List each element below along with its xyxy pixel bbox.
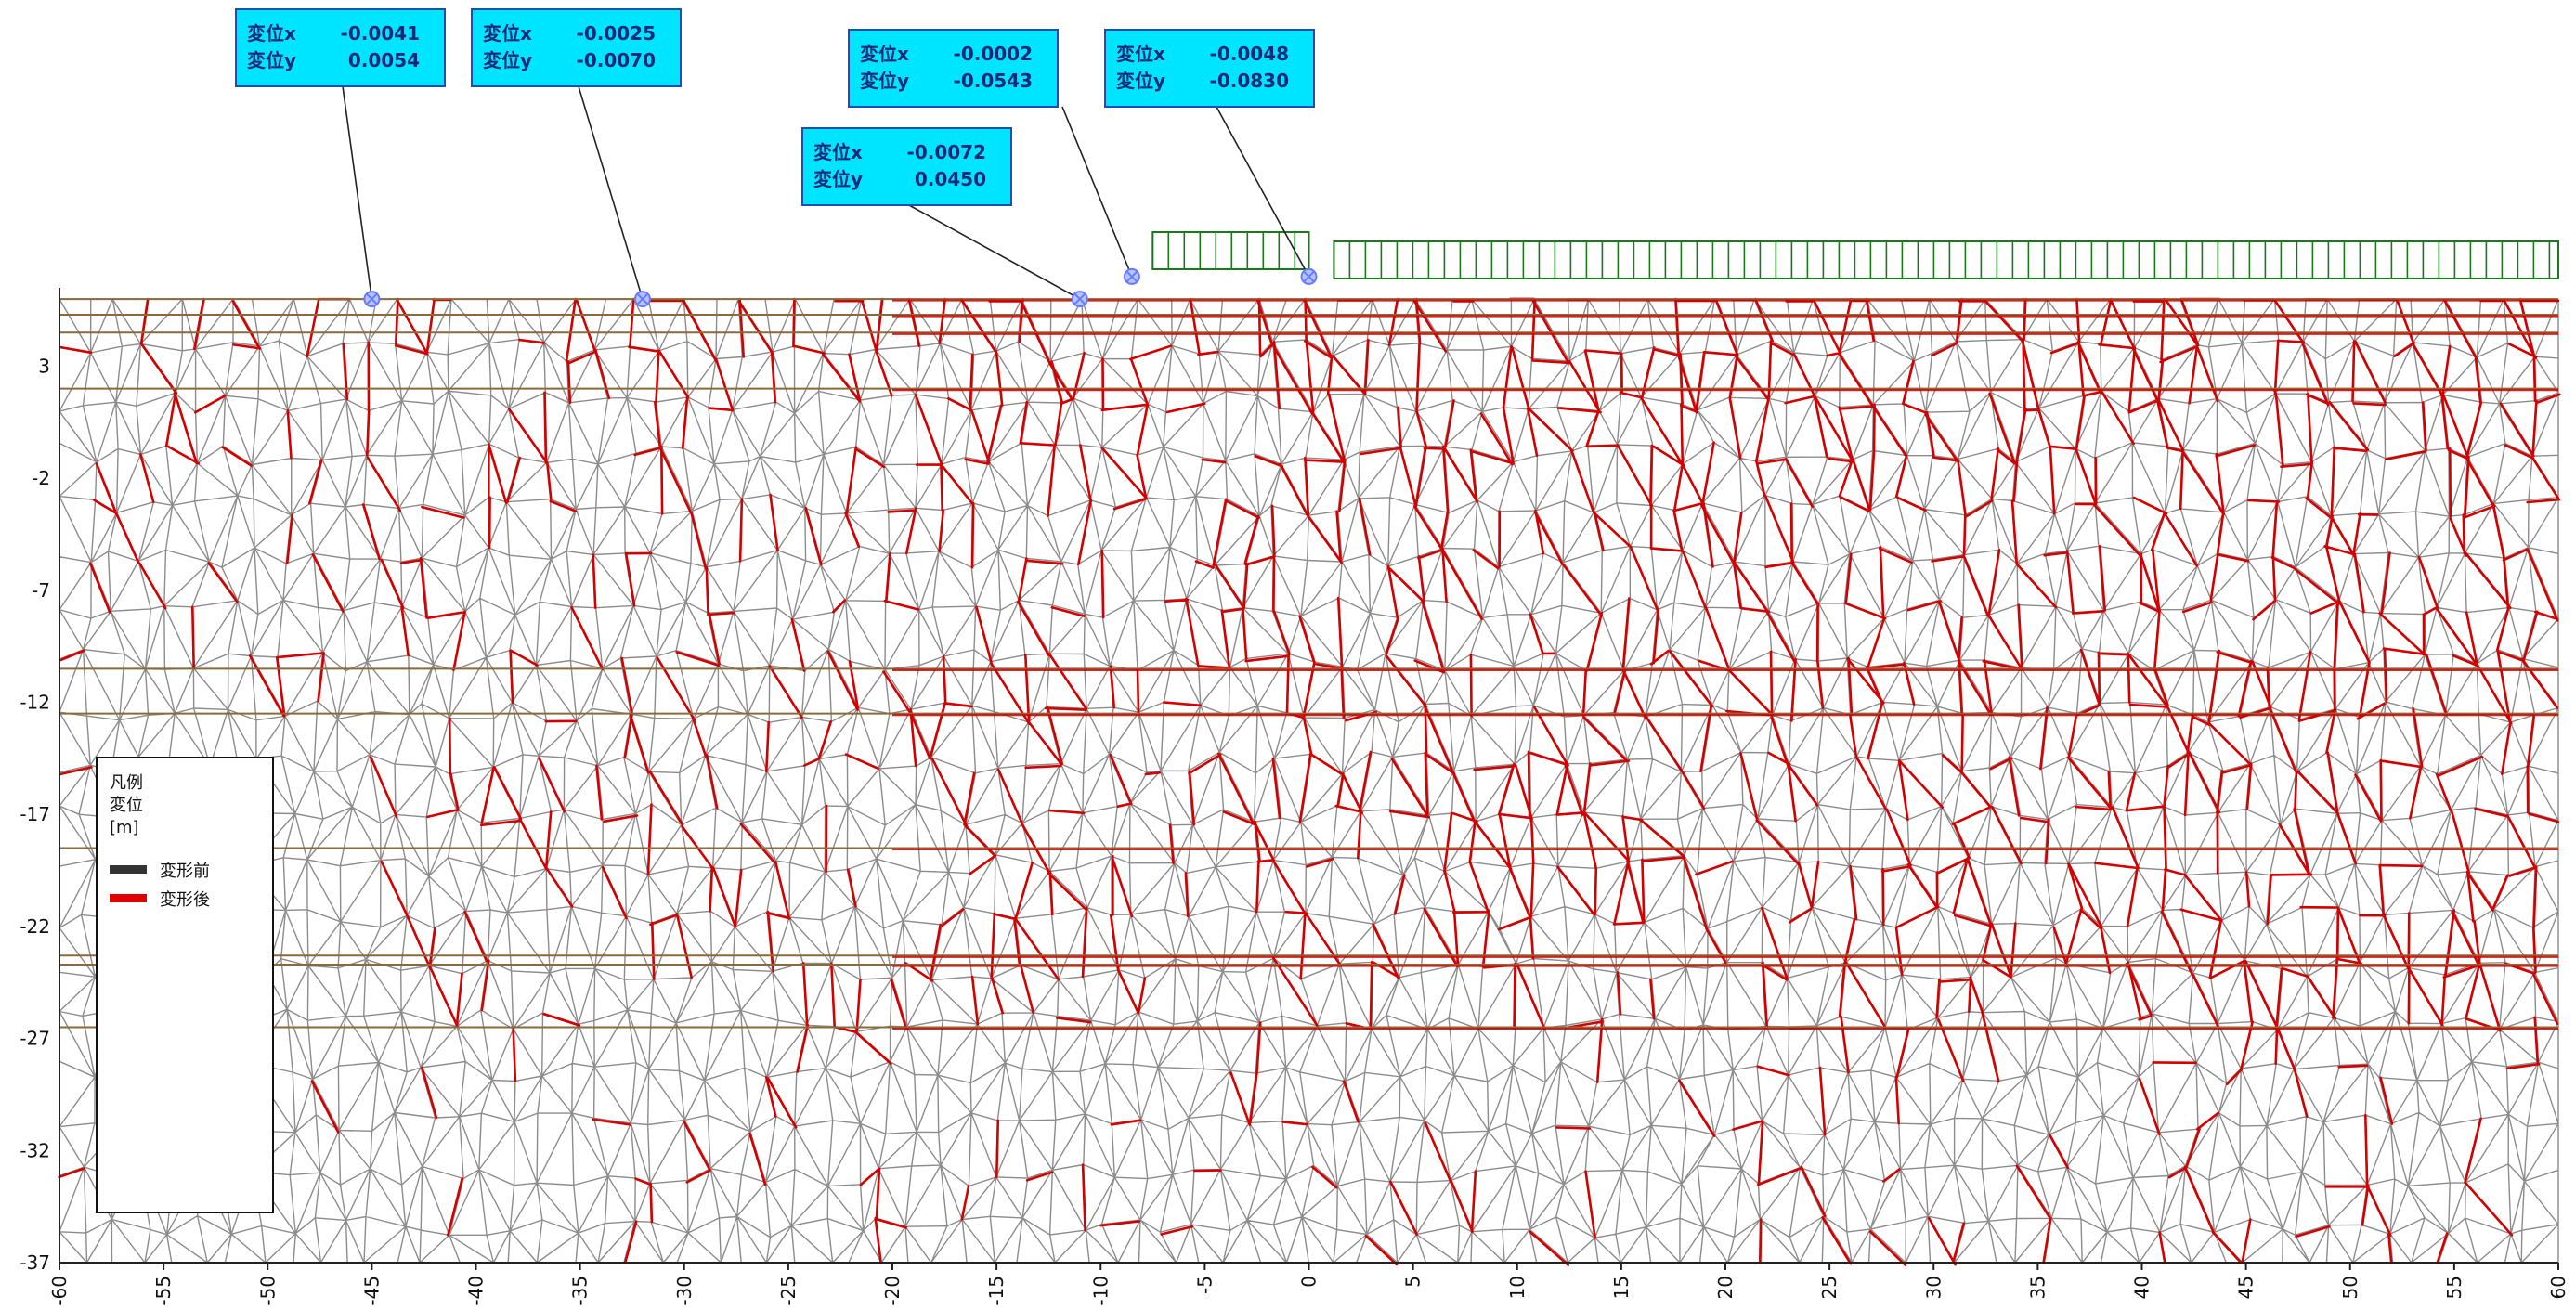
x-tick-label: 30: [1922, 1276, 1945, 1299]
callout-leader-0: [342, 85, 373, 300]
x-tick-label: -40: [465, 1276, 488, 1306]
x-tick-label: 40: [2131, 1276, 2153, 1299]
legend-label-before: 変形前: [160, 862, 210, 881]
x-tick-label: 10: [1506, 1276, 1529, 1299]
mesh-layer: [58, 297, 2561, 1266]
y-tick-label: -22: [20, 915, 50, 938]
legend-label-after: 変形後: [160, 890, 210, 910]
y-tick-label: -37: [20, 1251, 50, 1274]
x-tick-label: -45: [360, 1276, 383, 1306]
callout-value-y: 0.0054: [348, 49, 420, 71]
callout-label-x: 変位x: [483, 22, 532, 45]
x-tick-label: 45: [2235, 1276, 2257, 1299]
marker-cross-b: [365, 292, 379, 305]
y-tick-label: -7: [32, 579, 50, 602]
displacement-callout-0: 変位x -0.0041 変位y 0.0054: [235, 8, 446, 87]
legend-box: [96, 757, 274, 1213]
legend: 凡例 変位 [m] 変形前 変形後: [96, 757, 274, 1213]
displacement-callout-1: 変位x -0.0025 変位y -0.0070: [471, 8, 682, 87]
callout-value-x: -0.0041: [341, 22, 420, 45]
displacement-callout-2: 変位x -0.0072 変位y 0.0450: [801, 127, 1012, 206]
callout-label-x: 変位x: [1116, 43, 1165, 65]
marker-cross-b: [1125, 270, 1138, 283]
callout-label-x: 変位x: [860, 43, 909, 65]
callout-value-y: -0.0070: [577, 49, 656, 71]
legend-subtitle: 変位: [110, 796, 143, 815]
y-tick-label: 3: [38, 355, 50, 377]
callout-leaders: [342, 85, 1310, 300]
displacement-callout-3: 変位x -0.0002 変位y -0.0543: [848, 29, 1059, 108]
callout-value-x: -0.0002: [954, 43, 1033, 65]
callout-leader-2: [908, 204, 1081, 300]
load-hatch-0: [1151, 232, 1296, 269]
y-tick-label: -12: [20, 692, 50, 714]
callout-box: [801, 127, 1012, 206]
y-tick-label: -17: [20, 803, 50, 825]
callout-value-y: -0.0830: [1210, 70, 1289, 92]
x-tick-label: -60: [48, 1276, 71, 1306]
callout-leader-1: [578, 85, 644, 300]
legend-swatch-after: [110, 894, 147, 902]
x-tick-label: -25: [777, 1276, 800, 1306]
callout-label-y: 変位y: [1116, 70, 1165, 92]
x-tick-label: -55: [152, 1276, 175, 1306]
callout-value-x: -0.0025: [577, 22, 656, 45]
x-tick-labels: -60 -55 -50 -45 -40 -35 -30 -25 -20 -15 -10 -5 0 5 10 1…: [48, 1263, 2569, 1306]
load-hatch-1: [1333, 241, 2551, 279]
callout-box: [1104, 29, 1315, 108]
x-tick-label: 15: [1610, 1276, 1633, 1299]
soil-layer-boundaries: [59, 298, 2558, 1030]
mesh-before: [59, 298, 2559, 1264]
y-tick-labels: 3 -2 -7 -12 -17 -22 -27 -32 -37: [20, 355, 50, 1274]
callout-value-y: 0.0450: [915, 168, 986, 190]
y-tick-label: -2: [32, 467, 50, 489]
x-tick-label: -30: [673, 1276, 696, 1306]
x-tick-label: 60: [2547, 1276, 2569, 1299]
callout-box: [235, 8, 446, 87]
x-tick-label: -10: [1089, 1276, 1112, 1306]
callout-label-y: 変位y: [247, 49, 296, 71]
x-tick-label: 25: [1818, 1276, 1841, 1299]
x-tick-label: 35: [2026, 1276, 2049, 1299]
x-tick-label: 55: [2443, 1276, 2465, 1299]
x-tick-label: 50: [2339, 1276, 2361, 1299]
callout-leader-3: [1061, 106, 1133, 278]
callout-label-y: 変位y: [860, 70, 909, 92]
callout-value-y: -0.0543: [954, 70, 1033, 92]
marker-cross-b: [636, 292, 649, 305]
mesh-after: [58, 297, 2561, 1266]
x-tick-label: -5: [1193, 1276, 1216, 1294]
x-tick-label: -20: [881, 1276, 904, 1306]
y-tick-label: -32: [20, 1139, 50, 1161]
legend-title: 凡例: [110, 773, 143, 793]
legend-swatch-before: [110, 865, 147, 874]
callout-label-x: 変位x: [813, 141, 863, 163]
x-tick-label: 20: [1714, 1276, 1737, 1299]
callout-box: [848, 29, 1059, 108]
load-block-0: [1151, 231, 1310, 270]
point-markers: [363, 267, 1318, 308]
marker-cross-b: [1073, 292, 1086, 305]
x-tick-label: -50: [256, 1276, 279, 1306]
x-tick-label: -35: [569, 1276, 592, 1306]
callout-box: [471, 8, 682, 87]
x-tick-label: 5: [1402, 1276, 1425, 1288]
y-tick-label: -27: [20, 1028, 50, 1050]
legend-unit: [m]: [110, 818, 139, 837]
callout-value-x: -0.0048: [1210, 43, 1289, 65]
distributed-load: [1151, 231, 2559, 279]
load-block-1: [1333, 240, 2559, 279]
callout-leader-4: [1216, 106, 1310, 278]
x-tick-label: 0: [1298, 1276, 1321, 1288]
displacement-callout-4: 変位x -0.0048 変位y -0.0830: [1104, 29, 1315, 108]
callout-label-y: 変位y: [813, 168, 863, 190]
marker-cross-b: [1302, 270, 1316, 283]
callout-value-x: -0.0072: [907, 141, 986, 163]
callout-label-y: 変位y: [483, 49, 532, 71]
x-tick-label: -15: [985, 1276, 1008, 1306]
callout-label-x: 変位x: [247, 22, 296, 45]
